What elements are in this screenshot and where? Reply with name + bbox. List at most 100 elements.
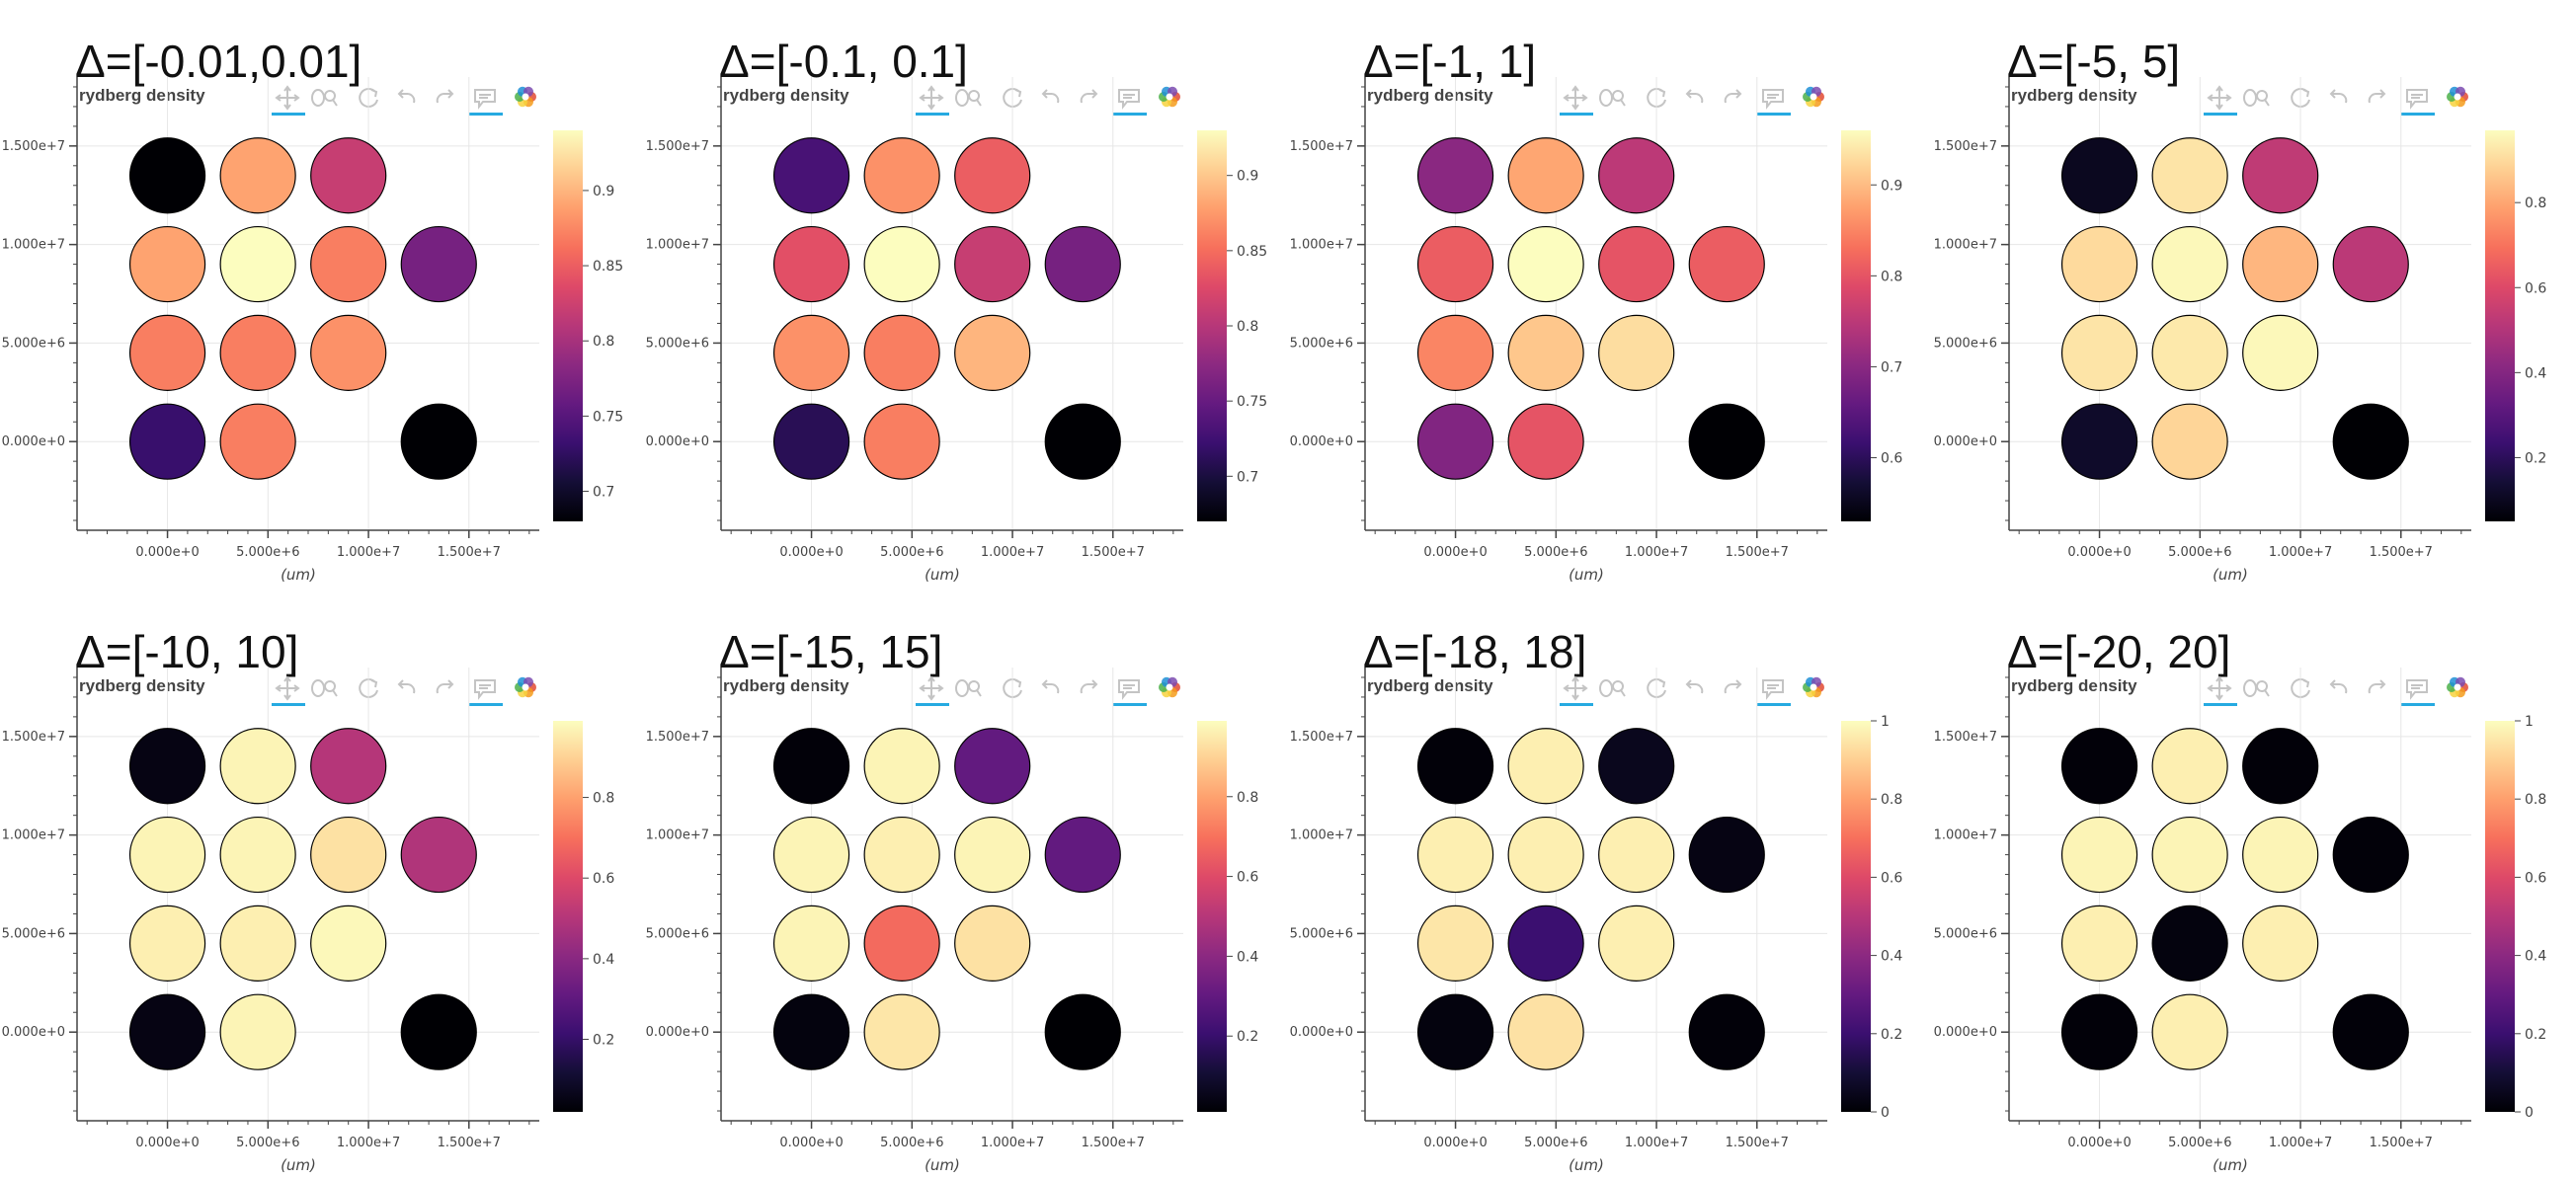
redo-icon[interactable] bbox=[1080, 679, 1098, 694]
atom-marker[interactable] bbox=[2332, 403, 2409, 480]
hover-icon[interactable] bbox=[2406, 679, 2428, 700]
atom-marker[interactable] bbox=[954, 314, 1031, 391]
atom-marker[interactable] bbox=[400, 403, 477, 480]
atom-marker[interactable] bbox=[1688, 225, 1765, 303]
undo-icon[interactable] bbox=[1041, 679, 1060, 694]
redo-icon[interactable] bbox=[2368, 679, 2386, 694]
reset-icon[interactable] bbox=[1003, 87, 1022, 108]
atom-marker[interactable] bbox=[1507, 403, 1584, 480]
reset-icon[interactable] bbox=[359, 677, 378, 698]
bokeh-logo-icon[interactable] bbox=[2447, 86, 2468, 108]
reset-icon[interactable] bbox=[2291, 87, 2310, 108]
atom-marker[interactable] bbox=[400, 816, 477, 894]
redo-icon[interactable] bbox=[436, 679, 454, 694]
atom-marker[interactable] bbox=[2242, 816, 2319, 894]
atom-marker[interactable] bbox=[772, 137, 850, 214]
pan-icon[interactable] bbox=[275, 85, 300, 111]
atom-marker[interactable] bbox=[2151, 905, 2228, 982]
atom-marker[interactable] bbox=[1044, 816, 1121, 894]
atom-marker[interactable] bbox=[954, 225, 1031, 303]
atom-marker[interactable] bbox=[128, 816, 206, 894]
bokeh-logo-icon[interactable] bbox=[515, 676, 536, 698]
hover-icon[interactable] bbox=[2406, 89, 2428, 110]
atom-marker[interactable] bbox=[219, 137, 296, 214]
atom-marker[interactable] bbox=[2242, 225, 2319, 303]
hover-icon[interactable] bbox=[1118, 679, 1140, 700]
atom-marker[interactable] bbox=[400, 225, 477, 303]
hover-icon[interactable] bbox=[474, 679, 496, 700]
atom-marker[interactable] bbox=[863, 993, 940, 1070]
atom-marker[interactable] bbox=[1598, 314, 1675, 391]
atom-marker[interactable] bbox=[772, 403, 850, 480]
atom-marker[interactable] bbox=[219, 314, 296, 391]
atom-marker[interactable] bbox=[772, 993, 850, 1070]
undo-icon[interactable] bbox=[1041, 89, 1060, 104]
atom-marker[interactable] bbox=[2151, 137, 2228, 214]
bokeh-logo-icon[interactable] bbox=[1803, 86, 1824, 108]
atom-marker[interactable] bbox=[2332, 993, 2409, 1070]
atom-marker[interactable] bbox=[1598, 728, 1675, 805]
atom-marker[interactable] bbox=[310, 225, 387, 303]
atom-marker[interactable] bbox=[2332, 816, 2409, 894]
pan-icon[interactable] bbox=[1563, 85, 1588, 111]
hover-icon[interactable] bbox=[1762, 89, 1784, 110]
atom-marker[interactable] bbox=[219, 225, 296, 303]
atom-marker[interactable] bbox=[2242, 137, 2319, 214]
atom-marker[interactable] bbox=[1598, 137, 1675, 214]
reset-icon[interactable] bbox=[359, 87, 378, 108]
redo-icon[interactable] bbox=[2368, 89, 2386, 104]
atom-marker[interactable] bbox=[2151, 993, 2228, 1070]
atom-marker[interactable] bbox=[1044, 403, 1121, 480]
atom-marker[interactable] bbox=[863, 314, 940, 391]
atom-marker[interactable] bbox=[2242, 314, 2319, 391]
pan-icon[interactable] bbox=[1563, 675, 1588, 701]
atom-marker[interactable] bbox=[2060, 137, 2138, 214]
wheel-zoom-icon[interactable] bbox=[2243, 89, 2270, 107]
atom-marker[interactable] bbox=[128, 403, 206, 480]
wheel-zoom-icon[interactable] bbox=[955, 89, 982, 107]
pan-icon[interactable] bbox=[919, 85, 944, 111]
atom-marker[interactable] bbox=[863, 137, 940, 214]
wheel-zoom-icon[interactable] bbox=[1599, 679, 1626, 697]
atom-marker[interactable] bbox=[863, 816, 940, 894]
atom-marker[interactable] bbox=[772, 816, 850, 894]
atom-marker[interactable] bbox=[863, 225, 940, 303]
atom-marker[interactable] bbox=[128, 314, 206, 391]
wheel-zoom-icon[interactable] bbox=[1599, 89, 1626, 107]
atom-marker[interactable] bbox=[1688, 403, 1765, 480]
atom-marker[interactable] bbox=[219, 816, 296, 894]
atom-marker[interactable] bbox=[1598, 816, 1675, 894]
atom-marker[interactable] bbox=[2060, 728, 2138, 805]
pan-icon[interactable] bbox=[2207, 85, 2232, 111]
wheel-zoom-icon[interactable] bbox=[2243, 679, 2270, 697]
atom-marker[interactable] bbox=[1416, 314, 1494, 391]
redo-icon[interactable] bbox=[1724, 89, 1742, 104]
atom-marker[interactable] bbox=[1416, 137, 1494, 214]
atom-marker[interactable] bbox=[400, 993, 477, 1070]
atom-marker[interactable] bbox=[1044, 993, 1121, 1070]
bokeh-logo-icon[interactable] bbox=[1159, 86, 1180, 108]
wheel-zoom-icon[interactable] bbox=[311, 679, 338, 697]
atom-marker[interactable] bbox=[1598, 905, 1675, 982]
atom-marker[interactable] bbox=[219, 403, 296, 480]
atom-marker[interactable] bbox=[1416, 993, 1494, 1070]
atom-marker[interactable] bbox=[2060, 225, 2138, 303]
atom-marker[interactable] bbox=[1507, 225, 1584, 303]
atom-marker[interactable] bbox=[128, 728, 206, 805]
atom-marker[interactable] bbox=[219, 993, 296, 1070]
atom-marker[interactable] bbox=[2151, 314, 2228, 391]
atom-marker[interactable] bbox=[2151, 816, 2228, 894]
atom-marker[interactable] bbox=[954, 728, 1031, 805]
redo-icon[interactable] bbox=[436, 89, 454, 104]
atom-marker[interactable] bbox=[310, 816, 387, 894]
atom-marker[interactable] bbox=[2060, 816, 2138, 894]
wheel-zoom-icon[interactable] bbox=[955, 679, 982, 697]
atom-marker[interactable] bbox=[128, 137, 206, 214]
atom-marker[interactable] bbox=[772, 728, 850, 805]
bokeh-logo-icon[interactable] bbox=[515, 86, 536, 108]
atom-marker[interactable] bbox=[1507, 314, 1584, 391]
atom-marker[interactable] bbox=[1416, 225, 1494, 303]
atom-marker[interactable] bbox=[310, 314, 387, 391]
atom-marker[interactable] bbox=[1507, 137, 1584, 214]
atom-marker[interactable] bbox=[1507, 905, 1584, 982]
